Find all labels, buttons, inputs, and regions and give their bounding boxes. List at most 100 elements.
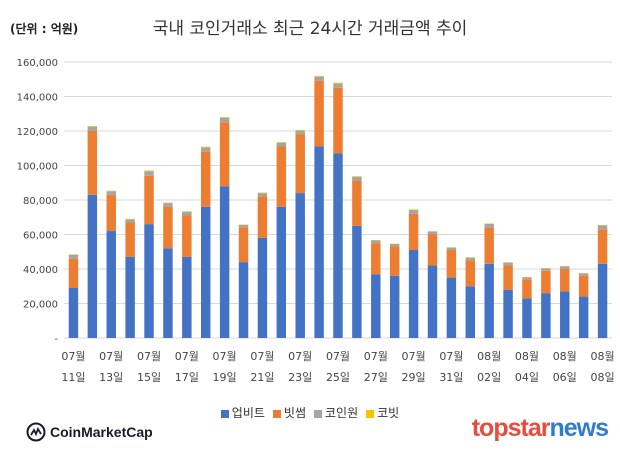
bar-segment: [578, 273, 589, 276]
bar-segment: [106, 231, 116, 338]
bar-segment: [106, 191, 116, 195]
x-tick-label-month: 07월: [364, 350, 388, 363]
coinmarketcap-logo: CoinMarketCap: [26, 422, 153, 442]
y-tick-label: 40,000: [23, 265, 58, 276]
bar-segment: [503, 262, 513, 266]
y-tick-label: 60,000: [23, 231, 58, 242]
bar-segment: [182, 211, 192, 212]
x-tick-label-day: 08일: [590, 370, 614, 384]
bar-segment: [522, 277, 532, 280]
bar-segment: [182, 211, 192, 216]
legend-item: 코인원: [314, 404, 358, 421]
bar-segment: [257, 193, 268, 197]
bar-segment: [541, 270, 551, 294]
legend-item: 빗썸: [272, 404, 306, 421]
legend-item: 코빗: [366, 404, 399, 421]
x-tick-label-day: 15일: [137, 370, 161, 384]
bar-segment: [238, 224, 249, 228]
bar-segment: [182, 215, 192, 257]
bar-segment: [106, 194, 116, 232]
bar-segment: [371, 240, 381, 244]
bar-segment: [201, 147, 211, 152]
bar-segment: [295, 134, 305, 194]
legend-label: 빗썸: [283, 406, 306, 420]
topstarnews-wordmark-part1: topstar: [471, 414, 551, 442]
chart-legend: 업비트 빗썸 코인원 코빗: [0, 404, 620, 421]
bar-segment: [163, 248, 173, 338]
bar-segment: [314, 75, 324, 77]
x-tick-label-day: 17일: [175, 370, 199, 384]
bar-segment: [333, 153, 343, 338]
x-tick-label-day: 21일: [250, 370, 274, 384]
bar-segment: [87, 126, 98, 131]
unit-label: (단위 : 억원): [10, 22, 79, 36]
bar-segment: [389, 275, 400, 338]
x-tick-label-month: 07월: [61, 350, 85, 363]
bar-segment: [125, 218, 135, 220]
bar-segment: [352, 181, 362, 226]
bar-segment: [389, 243, 400, 247]
bar-segment: [578, 296, 589, 338]
bar-segment: [276, 146, 287, 207]
bar-segment: [333, 83, 343, 88]
x-tick-label-day: 11일: [61, 370, 85, 384]
bar-segment: [503, 289, 513, 338]
x-tick-label-month: 07월: [250, 350, 274, 363]
bar-segment: [446, 277, 457, 338]
x-tick-label-day: 04일: [515, 370, 539, 384]
bar-segment: [408, 209, 419, 211]
y-tick-label: 80,000: [23, 196, 58, 207]
bar-segment: [125, 256, 135, 338]
bar-segment: [465, 286, 475, 338]
bar-segment: [427, 234, 438, 266]
x-tick-label-month: 07월: [402, 350, 426, 363]
bar-segment: [144, 171, 154, 176]
bar-segment: [522, 298, 532, 338]
x-tick-label-month: 08월: [477, 350, 501, 363]
x-tick-label-day: 25일: [326, 370, 350, 384]
bar-segment: [314, 146, 324, 338]
legend-label: 코빗: [377, 406, 400, 420]
bar-segment: [465, 257, 475, 261]
y-tick-label: -: [54, 334, 58, 345]
bar-segment: [219, 122, 230, 187]
bar-segment: [522, 279, 532, 299]
x-tick-label-month: 07월: [288, 350, 312, 363]
legend-swatch: [272, 409, 281, 418]
x-tick-label-month: 07월: [439, 350, 463, 363]
bar-segment: [144, 175, 154, 225]
bar-segment: [446, 247, 457, 251]
bar-segment: [427, 231, 438, 235]
y-tick-label: 100,000: [17, 162, 58, 173]
legend-label: 코인원: [325, 406, 359, 420]
bar-segment: [408, 213, 419, 251]
bar-segment: [144, 170, 154, 172]
bar-segment: [597, 225, 608, 230]
bar-segment: [314, 76, 324, 81]
bar-segment: [68, 287, 79, 338]
bar-segment: [560, 266, 570, 269]
bar-segment: [257, 196, 268, 238]
bar-segment: [333, 82, 343, 84]
bar-segment: [597, 229, 608, 264]
x-tick-label-day: 19일: [213, 370, 237, 384]
chart-title: 국내 코인거래소 최근 24시간 거래금액 추이: [152, 19, 468, 39]
bar-segment: [295, 193, 305, 338]
bar-segment: [484, 223, 494, 228]
bar-segment: [106, 190, 116, 192]
x-tick-label-day: 13일: [99, 370, 123, 384]
bar-segment: [597, 263, 608, 338]
bar-segment: [560, 269, 570, 292]
x-tick-label-day: 31일: [439, 370, 463, 384]
x-tick-label-month: 07월: [213, 350, 237, 363]
bar-segment: [68, 254, 79, 259]
x-tick-label-month: 07월: [326, 350, 350, 363]
bar-segment: [182, 256, 192, 338]
bar-segment: [201, 151, 211, 207]
legend-swatch: [314, 409, 322, 418]
x-tick-label-day: 02일: [477, 370, 501, 384]
bar-segment: [484, 223, 494, 224]
bar-segment: [68, 258, 79, 288]
y-tick-label: 140,000: [17, 93, 58, 104]
bar-segment: [503, 265, 513, 290]
